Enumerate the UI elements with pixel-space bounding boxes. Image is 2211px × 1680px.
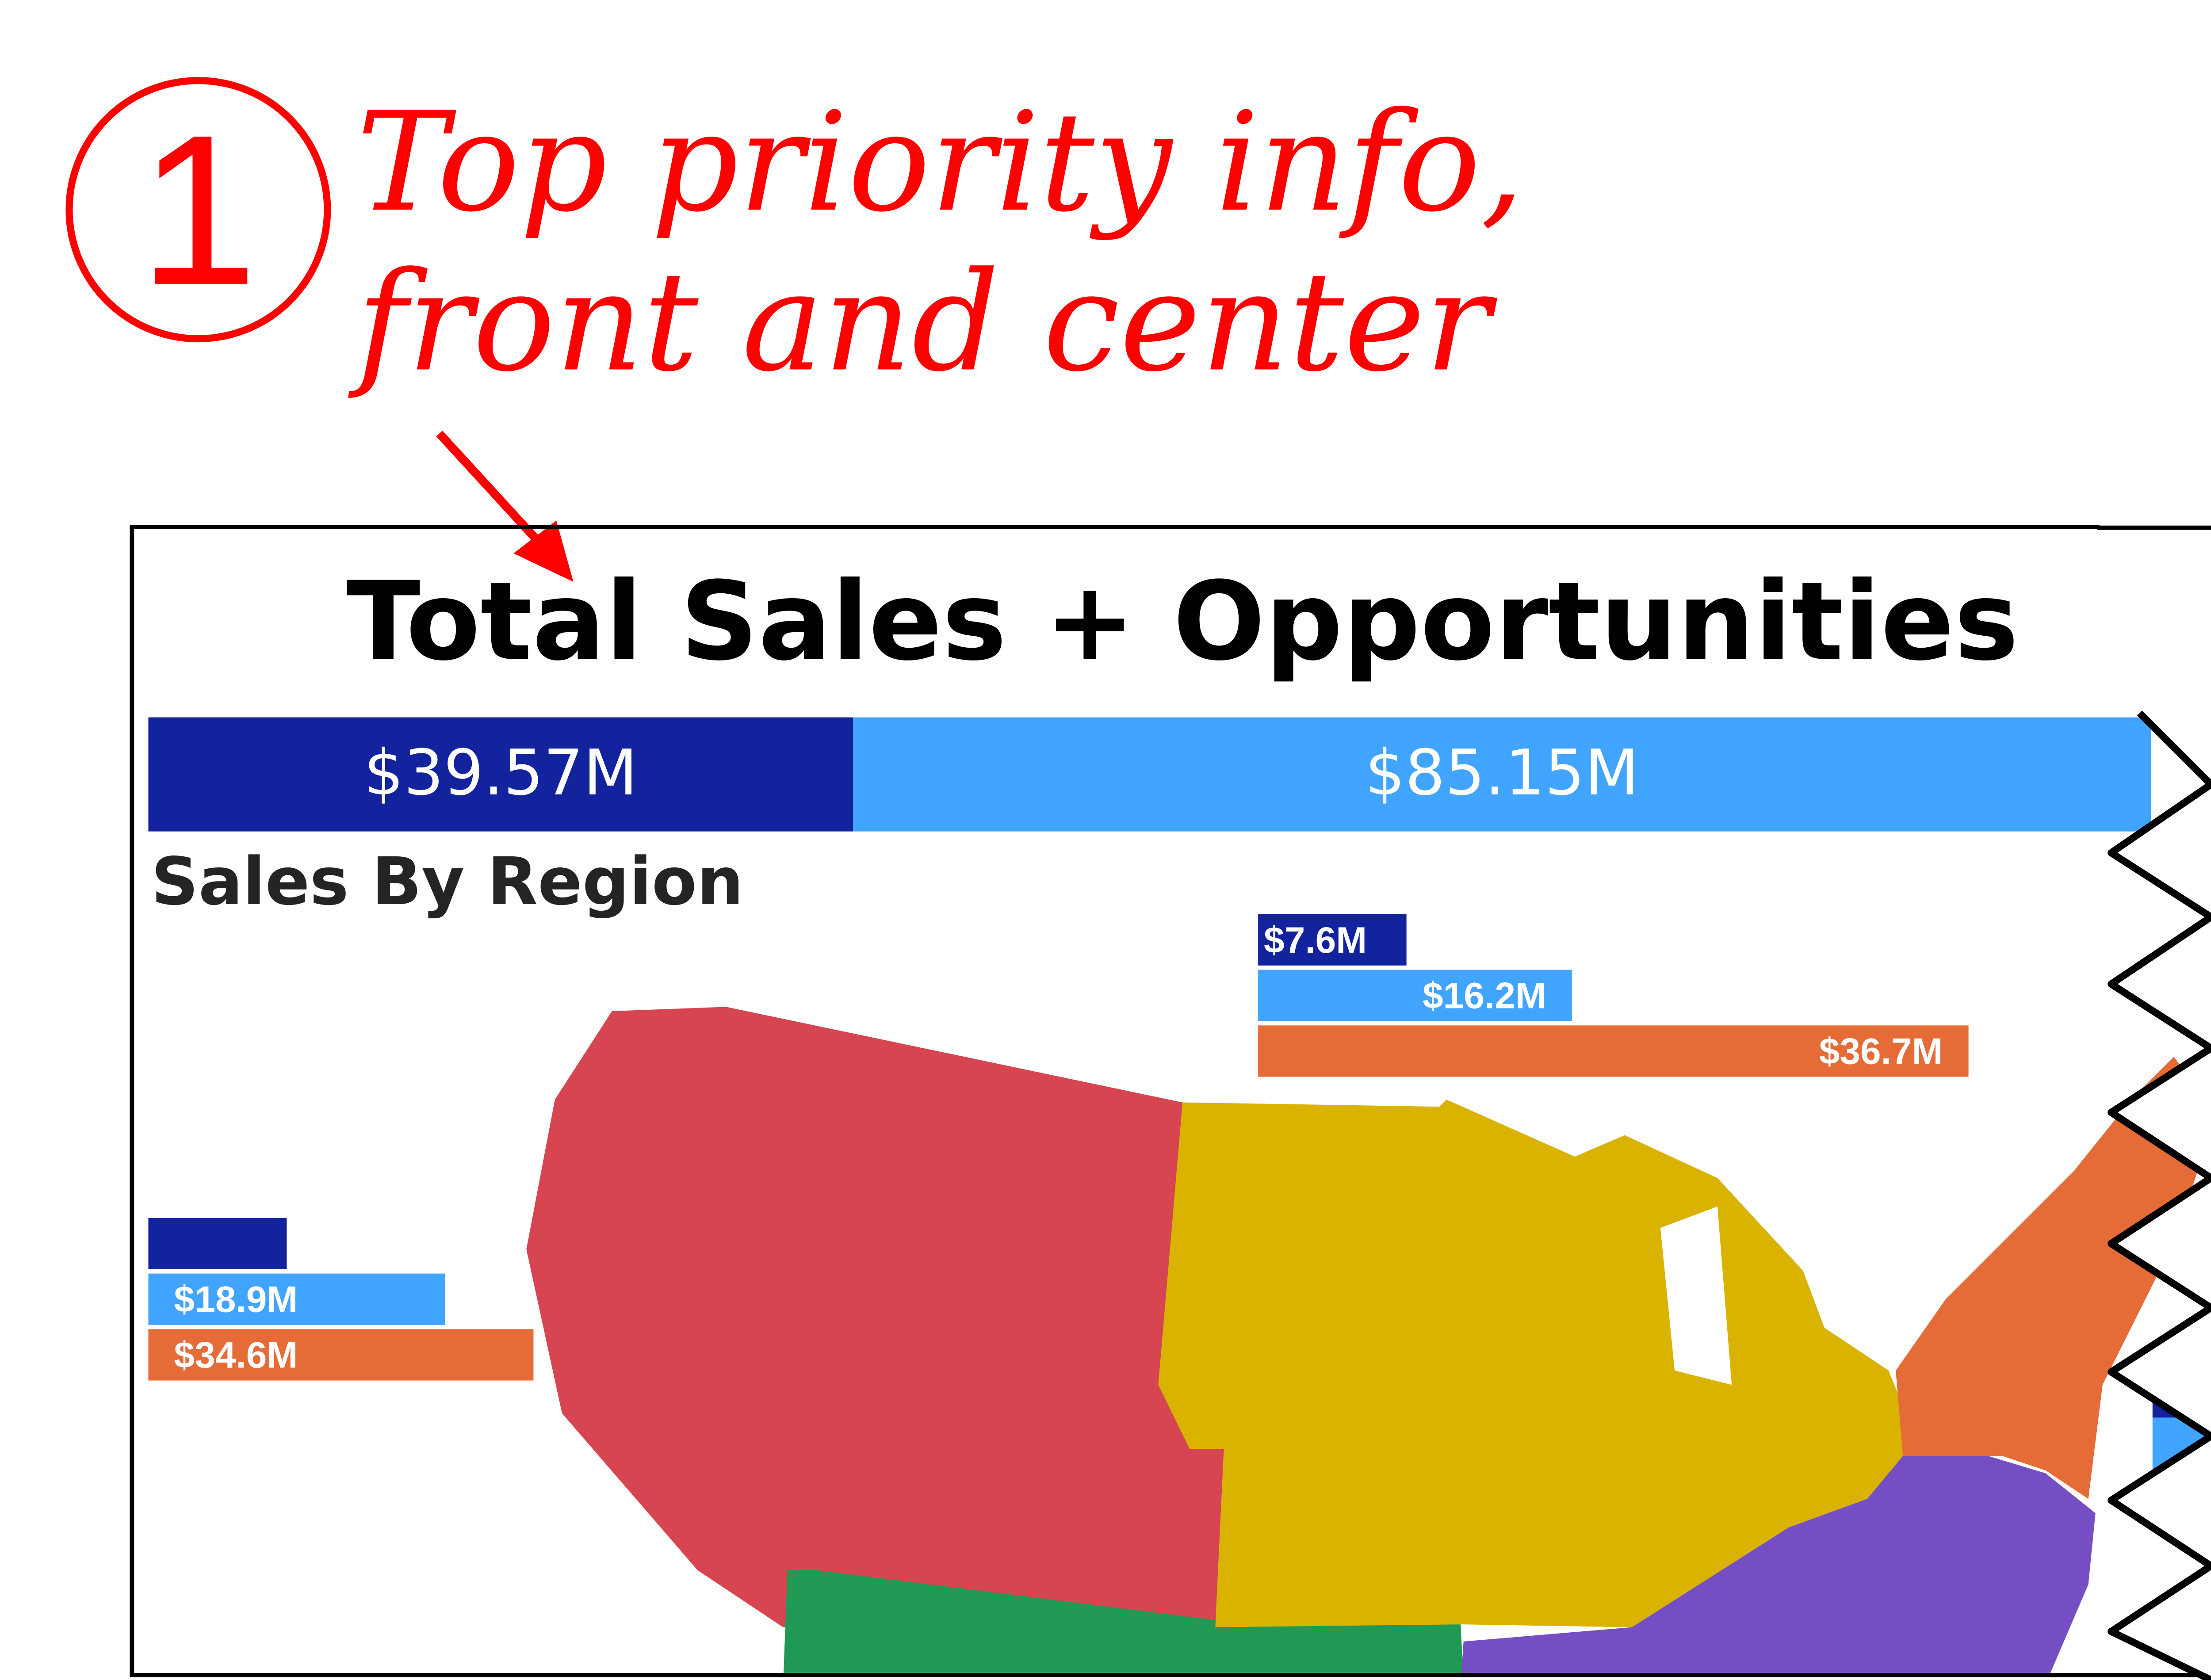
arrow-icon	[436, 431, 574, 582]
dashboard-panel: Total Sales + Opportunities $39.57M $85.…	[130, 525, 2211, 1677]
torn-edge	[2096, 513, 2211, 1680]
map-title: Sales By Region	[151, 843, 744, 920]
sales-bar[interactable]: $39.57M	[148, 717, 853, 832]
region-southeast	[1461, 1456, 2096, 1673]
region-southwest	[783, 1570, 1463, 1673]
annotation-line-2: front and center	[356, 242, 1491, 402]
west-opportunities-bar[interactable]: $18.9M	[148, 1273, 445, 1325]
west-sales-bar[interactable]	[148, 1218, 287, 1269]
central-opportunities-bar[interactable]: $16.2M	[1258, 970, 1572, 1021]
opportunities-bar[interactable]: $85.15M	[853, 717, 2151, 832]
west-pipeline-bar[interactable]: $34.6M	[148, 1329, 534, 1381]
region-east	[1896, 1057, 2211, 1499]
panel-title: Total Sales + Opportunities	[346, 557, 2019, 685]
region-central	[1158, 1100, 1917, 1627]
central-sales-bar[interactable]: $7.6M	[1258, 914, 1407, 966]
step-number-badge: 1	[65, 77, 331, 343]
central-pipeline-bar[interactable]: $36.7M	[1258, 1025, 1969, 1077]
region-map[interactable]	[134, 957, 2211, 1677]
region-west	[526, 1007, 1224, 1627]
annotation-line-1: Top priority info,	[356, 83, 1524, 243]
